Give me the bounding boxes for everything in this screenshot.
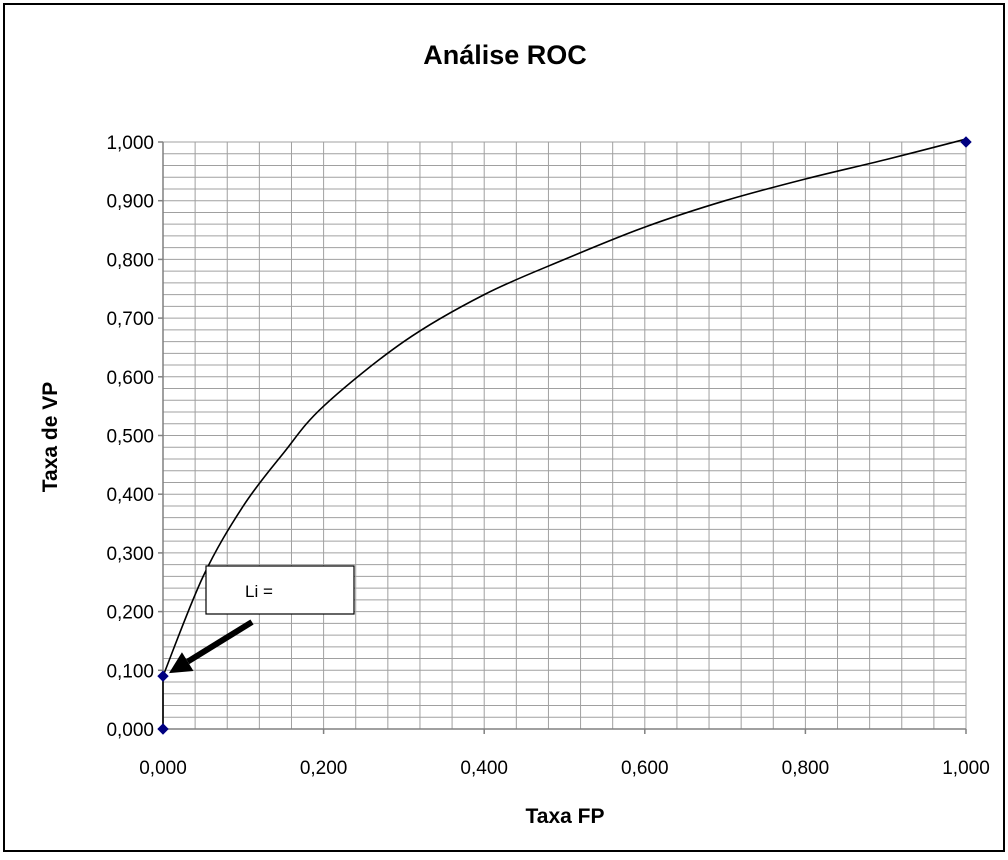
y-tick-label: 0,500 — [106, 427, 154, 448]
y-tick-label: 0,000 — [106, 720, 154, 741]
chart-title: Análise ROC — [423, 40, 587, 70]
chart-frame — [3, 3, 1005, 852]
y-tick-label: 0,800 — [106, 250, 154, 271]
y-axis-label: Taxa de VP — [39, 382, 62, 493]
x-tick-label: 0,400 — [460, 758, 508, 779]
x-tick-label: 0,800 — [782, 758, 830, 779]
roc-curve-line — [162, 138, 967, 729]
y-tick-label: 0,300 — [106, 544, 154, 565]
y-tick-label: 0,900 — [106, 192, 154, 213]
x-tick-label: 0,000 — [139, 758, 187, 779]
annotation-box — [205, 565, 355, 615]
y-tick-label: 1,000 — [106, 133, 154, 154]
data-point-marker — [960, 136, 972, 148]
y-tick-label: 0,600 — [106, 368, 154, 389]
y-tick-label: 0,700 — [106, 309, 154, 330]
x-axis-label: Taxa FP — [526, 805, 605, 828]
y-tick-label: 0,400 — [106, 485, 154, 506]
y-tick-label: 0,100 — [106, 661, 154, 682]
y-tick-label: 0,200 — [106, 603, 154, 624]
data-point-marker — [157, 723, 169, 735]
x-tick-label: 0,200 — [300, 758, 348, 779]
data-point-marker — [157, 670, 169, 682]
x-tick-label: 0,600 — [621, 758, 669, 779]
annotation-layer: Li = — [169, 565, 355, 674]
y-tick-labels: 0,000 0,100 0,200 0,300 0,400 0,500 0,600 0,700… — [106, 133, 154, 741]
annotation-arrow-shaft — [186, 619, 254, 665]
x-tick-labels: 0,000 0,200 0,400 0,600 0,800 1,000 — [139, 758, 990, 779]
roc-points-layer — [157, 136, 972, 735]
annotation-arrow-head — [169, 652, 194, 674]
x-tick-label: 1,000 — [942, 758, 990, 779]
roc-curve-layer — [162, 138, 967, 729]
annotation-text: Li = — [245, 582, 273, 601]
